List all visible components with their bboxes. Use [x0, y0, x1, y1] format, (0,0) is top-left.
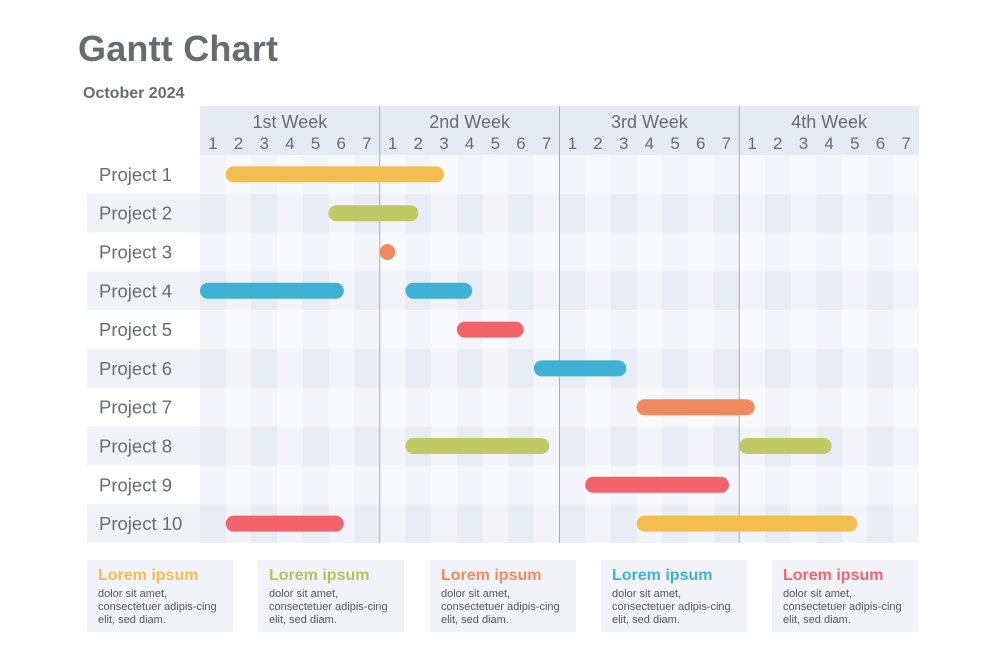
task-bar	[456, 321, 524, 338]
project-label: Project 4	[99, 280, 172, 301]
project-label: Project 3	[99, 242, 172, 263]
day-column-shade	[790, 155, 817, 543]
legend-card-1: Lorem ipsum dolor sit amet, consectetuer…	[87, 560, 233, 632]
task-bar	[328, 205, 419, 222]
day-column-shade	[893, 155, 919, 543]
day-label: 3	[799, 134, 808, 153]
legend-title: Lorem ipsum	[98, 567, 199, 584]
task-bar	[636, 399, 755, 416]
project-label: Project 8	[99, 436, 172, 457]
day-label: 6	[696, 134, 705, 153]
task-bar	[379, 244, 396, 260]
task-bar	[200, 282, 344, 299]
legend-text: dolor sit amet, consectetuer adipis-cing…	[269, 588, 388, 626]
day-label: 3	[439, 134, 448, 153]
week-label: 2nd Week	[429, 112, 511, 132]
legend-text: dolor sit amet, consectetuer adipis-cing…	[98, 588, 217, 626]
day-label: 6	[516, 134, 525, 153]
legend-text: dolor sit amet, consectetuer adipis-cing…	[783, 588, 902, 626]
row-label-background	[87, 232, 200, 272]
legend-title: Lorem ipsum	[441, 567, 542, 584]
day-label: 7	[362, 134, 371, 153]
week-label: 4th Week	[791, 112, 868, 132]
day-label: 5	[491, 134, 500, 153]
legend-title: Lorem ipsum	[269, 567, 370, 584]
legend-card-2: Lorem ipsum dolor sit amet, consectetuer…	[258, 560, 404, 632]
project-label: Project 9	[99, 474, 172, 495]
day-column-shade	[533, 155, 560, 543]
day-label: 2	[593, 134, 602, 153]
day-label: 2	[414, 134, 423, 153]
task-bar	[585, 476, 729, 493]
row-label-background	[87, 504, 200, 543]
day-column-shade	[431, 155, 457, 543]
row-label-background	[87, 465, 200, 505]
project-label: Project 10	[99, 513, 182, 534]
day-label: 4	[824, 134, 833, 153]
task-bar	[636, 515, 858, 532]
legend-card-5: Lorem ipsum dolor sit amet, consectetuer…	[772, 560, 918, 632]
task-bar	[533, 360, 627, 377]
day-column-shade	[482, 155, 509, 543]
row-label-background	[87, 387, 200, 427]
row-label-background	[87, 426, 200, 466]
row-label-background	[87, 310, 200, 349]
day-label: 4	[465, 134, 474, 153]
day-column-shade	[225, 155, 252, 543]
day-label: 7	[901, 134, 910, 153]
row-label-background	[87, 349, 200, 388]
day-label: 4	[645, 134, 654, 153]
legend-title: Lorem ipsum	[783, 567, 884, 584]
day-label: 7	[542, 134, 551, 153]
day-label: 3	[259, 134, 268, 153]
task-bar	[405, 438, 550, 454]
day-label: 5	[850, 134, 859, 153]
day-label: 6	[336, 134, 345, 153]
legend-text: dolor sit amet, consectetuer adipis-cing…	[441, 588, 560, 626]
day-label: 1	[388, 134, 397, 153]
week-label: 3rd Week	[611, 112, 689, 132]
day-label: 2	[234, 134, 243, 153]
day-label: 1	[208, 134, 217, 153]
day-column-shade	[841, 155, 868, 543]
page-title: Gantt Chart	[78, 28, 279, 69]
task-bar	[739, 438, 832, 454]
row-label-background	[87, 271, 200, 311]
row-label-background	[87, 155, 200, 194]
day-label: 1	[747, 134, 756, 153]
day-label: 6	[876, 134, 885, 153]
day-column-shade	[739, 155, 765, 543]
legend-card-3: Lorem ipsum dolor sit amet, consectetuer…	[430, 560, 576, 632]
project-label: Project 5	[99, 319, 172, 340]
day-label: 1	[568, 134, 577, 153]
project-label: Project 2	[99, 203, 172, 224]
task-bar	[225, 515, 344, 532]
task-bar	[405, 282, 473, 299]
day-label: 7	[722, 134, 731, 153]
legend-title: Lorem ipsum	[612, 567, 713, 584]
legend-card-4: Lorem ipsum dolor sit amet, consectetuer…	[601, 560, 747, 632]
project-label: Project 7	[99, 397, 172, 418]
day-label: 5	[670, 134, 679, 153]
project-label: Project 6	[99, 358, 172, 379]
project-label: Project 1	[99, 164, 172, 185]
task-bar	[225, 166, 444, 183]
chart-subtitle: October 2024	[83, 85, 185, 102]
week-label: 1st Week	[253, 112, 329, 132]
day-label: 3	[619, 134, 628, 153]
day-column-shade	[277, 155, 303, 543]
day-label: 5	[311, 134, 320, 153]
legend-text: dolor sit amet, consectetuer adipis-cing…	[612, 588, 731, 626]
day-label: 2	[773, 134, 782, 153]
row-label-background	[87, 193, 200, 233]
day-label: 4	[285, 134, 294, 153]
